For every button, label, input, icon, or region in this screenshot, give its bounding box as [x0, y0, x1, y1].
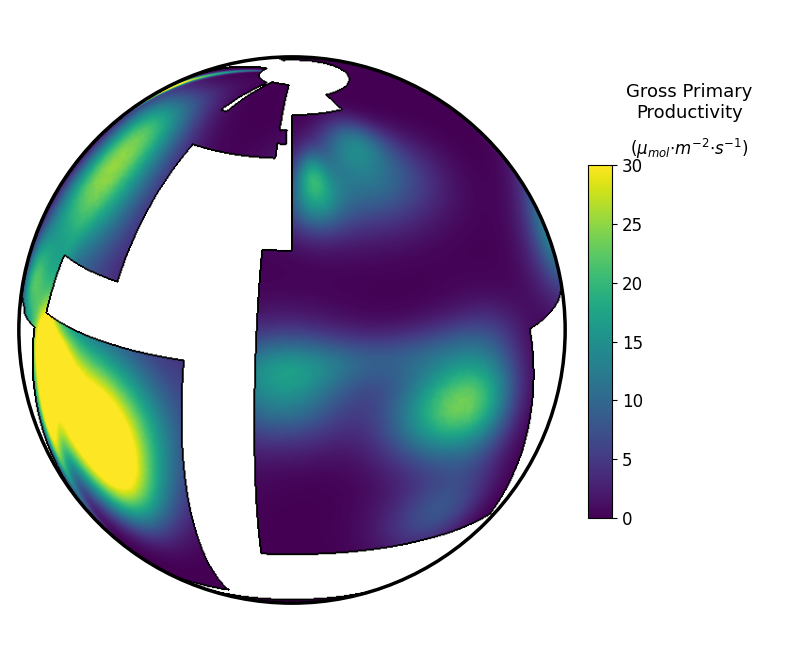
Text: $(\mu_{mol}{\cdot}m^{-2}{\cdot}s^{-1})$: $(\mu_{mol}{\cdot}m^{-2}{\cdot}s^{-1})$ [630, 137, 749, 160]
Text: Gross Primary
Productivity: Gross Primary Productivity [626, 83, 753, 121]
